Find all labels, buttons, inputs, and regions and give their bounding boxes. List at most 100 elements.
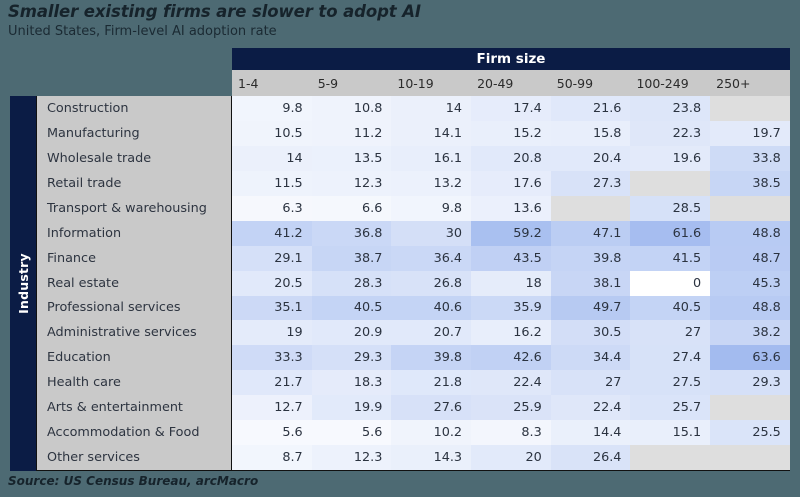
row-header-label: Wholesale trade <box>37 145 232 171</box>
heatmap-cell: 25.7 <box>630 395 711 421</box>
row-header-label: Professional services <box>37 295 232 321</box>
heatmap-cell: 29.3 <box>311 345 392 371</box>
table-row: Manufacturing 10.5 11.2 14.1 15.2 15.8 22.3 19.… <box>37 120 790 146</box>
heatmap-cell: 15.8 <box>550 120 631 146</box>
row-header-label: Arts & entertainment <box>37 395 232 421</box>
heatmap-cell: 38.5 <box>710 170 790 196</box>
table-row: Wholesale trade 14 13.5 16.1 20.8 20.4 19.6 33.… <box>37 145 790 171</box>
heatmap-cell: 6.3 <box>232 195 312 221</box>
heatmap-cell: 26.8 <box>391 270 472 296</box>
heatmap-cell: 36.4 <box>391 245 472 271</box>
row-header-label: Health care <box>37 370 232 396</box>
heatmap-cell: 21.8 <box>391 370 472 396</box>
heatmap-cell: 13.5 <box>311 145 392 171</box>
heatmap-cell: 27.3 <box>550 170 631 196</box>
table-row: Real estate 20.5 28.3 26.8 18 38.1 0 45.3 <box>37 270 790 296</box>
heatmap-cell: 47.1 <box>550 220 631 246</box>
heatmap-cell: 23.8 <box>630 96 711 121</box>
heatmap-cell: 42.6 <box>471 345 551 371</box>
column-header-20-49: 20-49 <box>477 75 514 91</box>
table-row: Health care 21.7 18.3 21.8 22.4 27 27.5 29.3 <box>37 370 790 396</box>
table-row: Retail trade 11.5 12.3 13.2 17.6 27.3 38.5 <box>37 170 790 196</box>
row-header-label: Finance <box>37 245 232 271</box>
heatmap-cell: 11.2 <box>311 120 392 146</box>
heatmap-cell: 10.2 <box>391 420 472 446</box>
table-row: Professional services 35.1 40.5 40.6 35.9 49.… <box>37 295 790 321</box>
heatmap-cell: 13.6 <box>471 195 551 221</box>
heatmap-cell: 38.7 <box>311 245 392 271</box>
heatmap-cell: 30 <box>391 220 472 246</box>
heatmap-cell: 12.3 <box>311 445 392 471</box>
row-header-label: Transport & warehousing <box>37 195 232 221</box>
heatmap-table: Firm size 1-4 5-9 10-19 20-49 50-99 100-249 25… <box>10 48 790 471</box>
column-header-50-99: 50-99 <box>556 75 594 91</box>
table-row: Administrative services 19 20.9 20.7 16.2 30.… <box>37 320 790 346</box>
heatmap-cell: 30.5 <box>550 320 631 346</box>
heatmap-cell: 19 <box>232 320 312 346</box>
heatmap-cell: 38.2 <box>710 320 790 346</box>
table-row: Transport & warehousing 6.3 6.6 9.8 13.6 28.5 <box>37 195 790 221</box>
heatmap-cell: 8.3 <box>471 420 551 446</box>
heatmap-cell: 40.5 <box>311 295 392 321</box>
column-axis-title-label: Firm size <box>476 51 546 67</box>
heatmap-cell: 39.8 <box>391 345 472 371</box>
heatmap-cell: 12.3 <box>311 170 392 196</box>
heatmap-cell: 14 <box>391 96 472 121</box>
row-header-label: Accommodation & Food <box>37 420 232 446</box>
heatmap-cell: 40.5 <box>630 295 711 321</box>
heatmap-cell: 29.3 <box>710 370 790 396</box>
heatmap-cell: 36.8 <box>311 220 392 246</box>
column-header-250+: 250+ <box>716 75 751 91</box>
row-header-label: Other services <box>37 445 232 471</box>
heatmap-cell: 15.1 <box>630 420 711 446</box>
heatmap-cell: 18.3 <box>311 370 392 396</box>
source-note: Source: US Census Bureau, arcMacro <box>8 474 259 488</box>
chart-title: Smaller existing firms are slower to ado… <box>8 2 421 21</box>
heatmap-cell: 20.4 <box>550 145 631 171</box>
heatmap-cell <box>710 195 790 221</box>
row-header-label: Information <box>37 220 232 246</box>
column-header-row: 1-4 5-9 10-19 20-49 50-99 100-249 250+ <box>232 70 790 97</box>
heatmap-cell: 22.4 <box>471 370 551 396</box>
heatmap-cell: 16.2 <box>471 320 551 346</box>
heatmap-cell: 20.9 <box>311 320 392 346</box>
heatmap-cell: 27.4 <box>630 345 711 371</box>
heatmap-cell: 29.1 <box>232 245 312 271</box>
heatmap-cell: 19.9 <box>311 395 392 421</box>
row-header-label: Manufacturing <box>37 120 232 146</box>
column-axis-title: Firm size <box>232 48 790 70</box>
heatmap-cell: 18 <box>471 270 551 296</box>
table-row: Construction 9.8 10.8 14 17.4 21.6 23.8 <box>37 96 790 121</box>
heatmap-cell: 16.1 <box>391 145 472 171</box>
heatmap-cell <box>710 445 790 471</box>
heatmap-cell: 41.5 <box>630 245 711 271</box>
heatmap-cell: 14 <box>232 145 312 171</box>
heatmap-cell: 8.7 <box>232 445 312 471</box>
heatmap-cell <box>630 170 711 196</box>
heatmap-cell: 10.5 <box>232 120 312 146</box>
row-header-label: Retail trade <box>37 170 232 196</box>
heatmap-cell: 19.7 <box>710 120 790 146</box>
heatmap-cell: 45.3 <box>710 270 790 296</box>
heatmap-cell: 5.6 <box>311 420 392 446</box>
heatmap-cell: 0 <box>630 270 711 296</box>
heatmap-cell: 59.2 <box>471 220 551 246</box>
heatmap-cell <box>550 195 631 221</box>
heatmap-cell: 25.5 <box>710 420 790 446</box>
column-header-100-249: 100-249 <box>636 75 689 91</box>
heatmap-cell: 61.6 <box>630 220 711 246</box>
heatmap-cell: 14.1 <box>391 120 472 146</box>
heatmap-cell: 20 <box>471 445 551 471</box>
heatmap-cell: 17.4 <box>471 96 551 121</box>
heatmap-cell: 34.4 <box>550 345 631 371</box>
heatmap-cell: 35.9 <box>471 295 551 321</box>
heatmap-cell: 33.8 <box>710 145 790 171</box>
heatmap-cell: 22.4 <box>550 395 631 421</box>
heatmap-cell: 49.7 <box>550 295 631 321</box>
heatmap-cell: 9.8 <box>391 195 472 221</box>
heatmap-cell: 48.7 <box>710 245 790 271</box>
row-axis-title-label: Industry <box>15 253 31 314</box>
row-axis-title: Industry <box>10 96 36 471</box>
table-row: Arts & entertainment 12.7 19.9 27.6 25.9 22.4… <box>37 395 790 421</box>
heatmap-cell: 48.8 <box>710 295 790 321</box>
